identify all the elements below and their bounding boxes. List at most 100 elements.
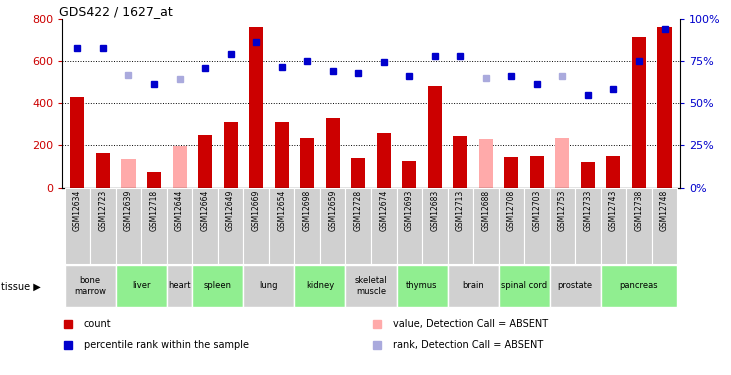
Bar bbox=[607, 156, 621, 188]
Text: GSM12743: GSM12743 bbox=[609, 190, 618, 231]
Text: prostate: prostate bbox=[558, 281, 593, 290]
Bar bbox=[422, 188, 447, 264]
Bar bbox=[269, 188, 295, 264]
Text: GDS422 / 1627_at: GDS422 / 1627_at bbox=[59, 4, 173, 18]
Text: bone
marrow: bone marrow bbox=[75, 276, 106, 296]
Bar bbox=[70, 97, 85, 188]
Bar bbox=[453, 136, 467, 188]
Text: thymus: thymus bbox=[406, 281, 438, 290]
Bar bbox=[249, 27, 263, 188]
Text: GSM12649: GSM12649 bbox=[226, 190, 235, 231]
Text: GSM12634: GSM12634 bbox=[73, 190, 82, 231]
Bar bbox=[556, 138, 569, 188]
Bar bbox=[300, 138, 314, 188]
Bar bbox=[167, 265, 192, 307]
Bar bbox=[115, 265, 167, 307]
Bar bbox=[275, 122, 289, 188]
Text: brain: brain bbox=[462, 281, 484, 290]
Bar bbox=[376, 133, 391, 188]
Bar bbox=[504, 157, 518, 188]
Bar bbox=[64, 188, 90, 264]
Bar bbox=[601, 188, 626, 264]
Bar bbox=[396, 188, 422, 264]
Text: GSM12703: GSM12703 bbox=[532, 190, 542, 231]
Bar bbox=[550, 188, 575, 264]
Text: tissue ▶: tissue ▶ bbox=[1, 282, 41, 292]
Bar bbox=[396, 265, 447, 307]
Bar bbox=[428, 86, 442, 188]
Bar bbox=[90, 188, 115, 264]
Bar bbox=[224, 122, 238, 188]
Bar bbox=[115, 188, 141, 264]
Bar bbox=[243, 265, 295, 307]
Bar bbox=[346, 188, 371, 264]
Bar bbox=[218, 188, 243, 264]
Bar bbox=[632, 37, 646, 188]
Bar bbox=[447, 188, 473, 264]
Text: GSM12659: GSM12659 bbox=[328, 190, 337, 231]
Bar bbox=[626, 188, 652, 264]
Text: GSM12708: GSM12708 bbox=[507, 190, 516, 231]
Text: GSM12738: GSM12738 bbox=[635, 190, 643, 231]
Bar bbox=[173, 146, 186, 188]
Bar bbox=[346, 265, 396, 307]
Bar bbox=[371, 188, 396, 264]
Text: GSM12639: GSM12639 bbox=[124, 190, 133, 231]
Bar bbox=[479, 139, 493, 188]
Text: percentile rank within the sample: percentile rank within the sample bbox=[84, 340, 249, 351]
Text: lung: lung bbox=[260, 281, 278, 290]
Bar bbox=[243, 188, 269, 264]
Bar bbox=[652, 188, 678, 264]
Bar bbox=[447, 265, 499, 307]
Bar bbox=[530, 156, 544, 188]
Text: GSM12723: GSM12723 bbox=[99, 190, 107, 231]
Text: GSM12688: GSM12688 bbox=[481, 190, 491, 231]
Bar bbox=[141, 188, 167, 264]
Bar bbox=[121, 159, 135, 188]
Text: liver: liver bbox=[132, 281, 151, 290]
Text: rank, Detection Call = ABSENT: rank, Detection Call = ABSENT bbox=[393, 340, 543, 351]
Bar bbox=[402, 161, 416, 188]
Bar bbox=[326, 118, 340, 188]
Text: GSM12728: GSM12728 bbox=[354, 190, 363, 231]
Text: GSM12654: GSM12654 bbox=[277, 190, 286, 231]
Bar bbox=[499, 188, 524, 264]
Bar bbox=[601, 265, 678, 307]
Text: spleen: spleen bbox=[204, 281, 232, 290]
Text: heart: heart bbox=[168, 281, 191, 290]
Text: GSM12748: GSM12748 bbox=[660, 190, 669, 231]
Text: GSM12698: GSM12698 bbox=[303, 190, 311, 231]
Bar bbox=[167, 188, 192, 264]
Text: GSM12753: GSM12753 bbox=[558, 190, 567, 231]
Text: GSM12693: GSM12693 bbox=[405, 190, 414, 231]
Text: GSM12644: GSM12644 bbox=[175, 190, 184, 231]
Text: GSM12674: GSM12674 bbox=[379, 190, 388, 231]
Text: GSM12733: GSM12733 bbox=[583, 190, 592, 231]
Bar bbox=[198, 135, 212, 188]
Bar bbox=[320, 188, 346, 264]
Text: count: count bbox=[84, 319, 111, 329]
Bar bbox=[96, 153, 110, 188]
Bar bbox=[192, 188, 218, 264]
Bar bbox=[295, 188, 320, 264]
Text: GSM12713: GSM12713 bbox=[456, 190, 465, 231]
Bar bbox=[657, 27, 672, 188]
Bar bbox=[575, 188, 601, 264]
Text: GSM12683: GSM12683 bbox=[431, 190, 439, 231]
Bar bbox=[192, 265, 243, 307]
Text: skeletal
muscle: skeletal muscle bbox=[355, 276, 387, 296]
Bar bbox=[64, 265, 115, 307]
Bar bbox=[295, 265, 346, 307]
Bar bbox=[524, 188, 550, 264]
Bar bbox=[351, 158, 366, 188]
Text: spinal cord: spinal cord bbox=[501, 281, 548, 290]
Text: kidney: kidney bbox=[306, 281, 334, 290]
Bar bbox=[147, 172, 161, 188]
Text: GSM12718: GSM12718 bbox=[150, 190, 159, 231]
Text: value, Detection Call = ABSENT: value, Detection Call = ABSENT bbox=[393, 319, 548, 329]
Text: GSM12669: GSM12669 bbox=[251, 190, 261, 231]
Bar bbox=[550, 265, 601, 307]
Text: GSM12664: GSM12664 bbox=[200, 190, 210, 231]
Bar bbox=[581, 162, 595, 188]
Text: pancreas: pancreas bbox=[620, 281, 659, 290]
